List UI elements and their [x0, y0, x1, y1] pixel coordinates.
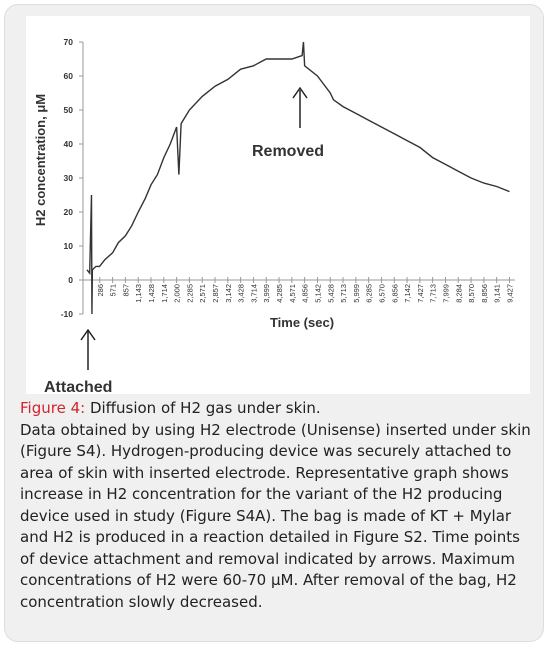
chart-panel: [26, 16, 530, 394]
x-tick-label: 3,142: [224, 284, 233, 303]
x-tick-label: 9,141: [493, 284, 502, 303]
x-tick-label: 2,285: [185, 284, 194, 303]
x-tick-label: 5,999: [352, 284, 361, 303]
x-tick-label: 3,428: [237, 284, 246, 303]
x-tick-label: 4,856: [301, 284, 310, 303]
x-tick-label: 4,285: [275, 284, 284, 303]
annotation: Attached: [44, 379, 112, 396]
x-tick-label: 6,570: [377, 284, 386, 303]
y-tick-label: 40: [64, 139, 74, 149]
x-tick-label: 571: [109, 284, 118, 297]
arrow: [80, 86, 308, 370]
x-tick-label: 2,000: [173, 284, 182, 303]
x-tick-label: 4,571: [288, 284, 297, 303]
x-axis-label: Time (sec): [270, 315, 334, 330]
x-tick-label: 1,428: [147, 284, 156, 303]
x-tick-label: 9,427: [505, 284, 514, 303]
caption: Figure 4: Diffusion of H2 gas under skin…: [20, 398, 532, 613]
x-tick-label: 3,999: [262, 284, 271, 303]
data-line: [86, 41, 510, 315]
y-tick-label: 50: [64, 105, 74, 115]
x-tick-label: 8,284: [454, 284, 463, 303]
x-tick-label: 7,713: [429, 284, 438, 303]
x-tick-label: 8,856: [480, 284, 489, 303]
caption-title: Diffusion of H2 gas under skin.: [89, 399, 321, 417]
x-tick-label: 1,143: [134, 284, 143, 303]
y-axis-label: H2 concentration, μM: [33, 94, 48, 226]
x-tick-label: 7,999: [441, 284, 450, 303]
caption-label: Figure 4:: [20, 399, 86, 417]
y-tick-label: 10: [64, 241, 74, 251]
x-tick-label: 7,142: [403, 284, 412, 303]
annotation: Removed: [252, 143, 324, 160]
x-tick-label: 5,428: [326, 284, 335, 303]
y-tick-label: 20: [64, 207, 74, 217]
chart: H2 concentration, μM Time (sec) Removed …: [26, 16, 530, 396]
y-tick-label: 70: [64, 37, 74, 47]
x-tick-label: 5,713: [339, 284, 348, 303]
x-tick-label: 5,142: [313, 284, 322, 303]
x-tick-label: 3,714: [249, 284, 258, 303]
x-tick-label: 2,857: [211, 284, 220, 303]
x-tick-label: 1,714: [160, 284, 169, 303]
x-tick-label: 2,571: [198, 284, 207, 303]
x-tick-label: 8,570: [467, 284, 476, 303]
y-tick-label: 60: [64, 71, 74, 81]
x-tick-label: 6,285: [365, 284, 374, 303]
x-tick-label: 7,427: [416, 284, 425, 303]
y-tick-label: 0: [68, 275, 73, 285]
caption-body: Data obtained by using H2 electrode (Uni…: [20, 420, 531, 611]
x-tick-label: 286: [96, 284, 105, 297]
y-tick-label: 30: [64, 173, 74, 183]
x-tick-label: 857: [121, 284, 130, 297]
y-tick-label: -10: [61, 309, 74, 319]
x-tick-label: 6,856: [390, 284, 399, 303]
